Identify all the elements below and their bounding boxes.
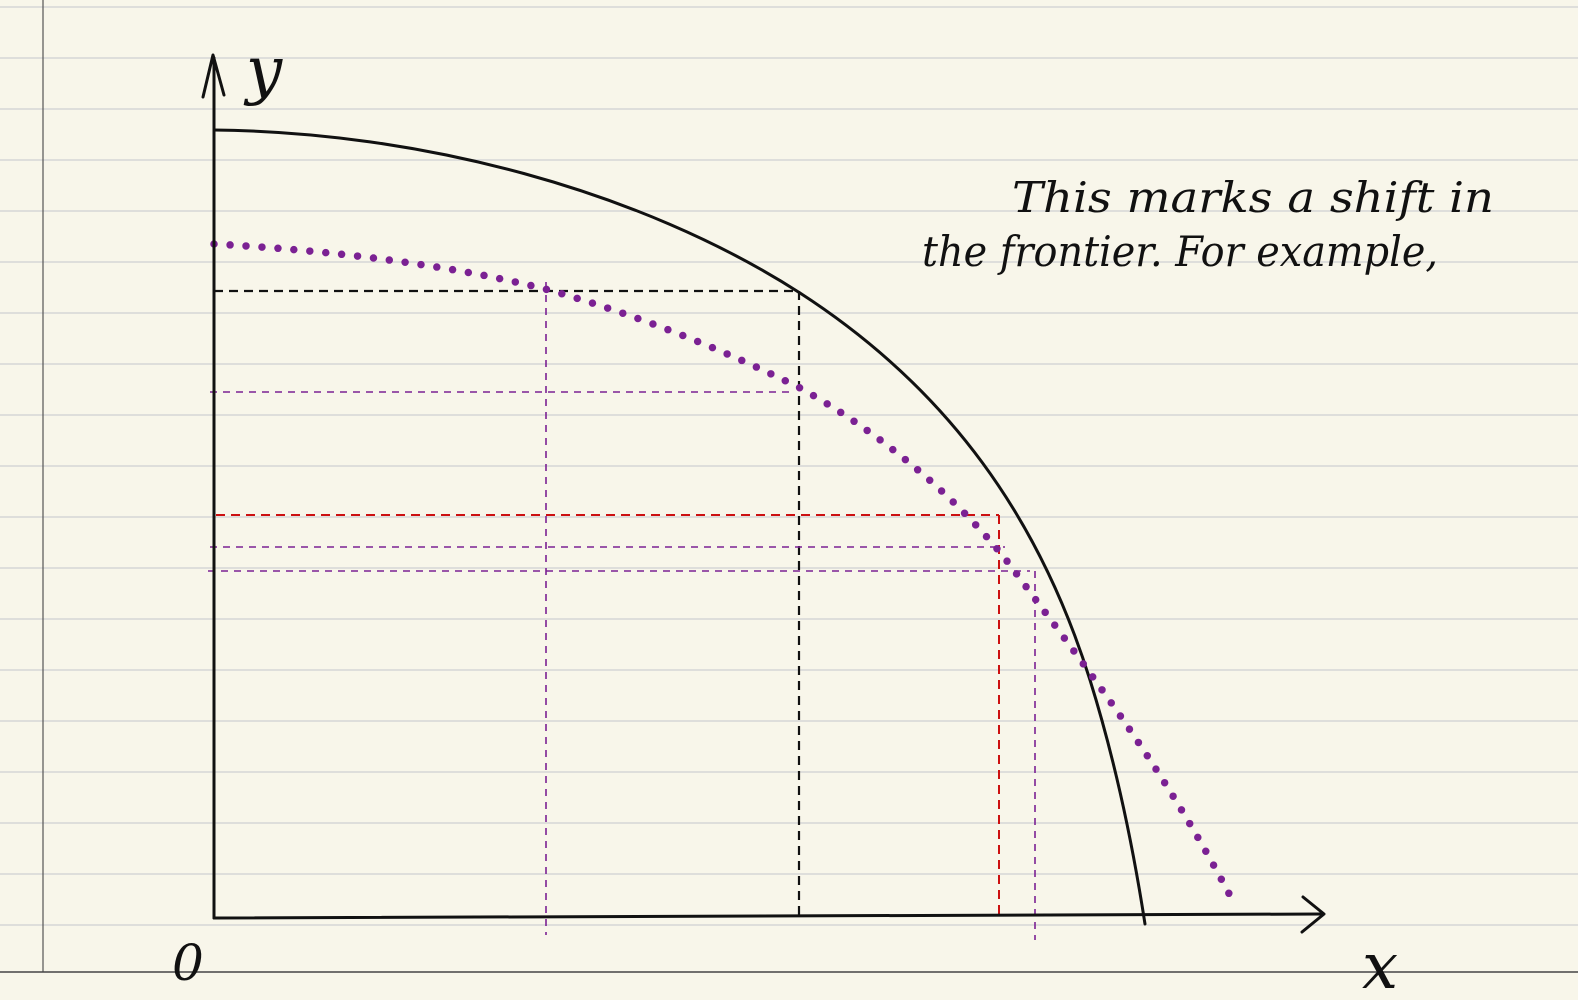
x-axis-label: x xyxy=(1362,930,1398,1000)
red-guide-lines xyxy=(216,514,1000,918)
y-axis-arrowhead xyxy=(201,53,226,99)
notebook-rule-lines xyxy=(0,6,1578,926)
axes xyxy=(201,53,1326,934)
annotation-line-2: the frontier. For example, xyxy=(922,227,1438,276)
original-frontier-curve xyxy=(212,128,1147,926)
x-axis-arrowhead xyxy=(1300,895,1326,934)
purple-guide-lines xyxy=(208,282,1036,940)
annotation-line-1: This marks a shift in xyxy=(1012,173,1494,222)
y-axis-label: y xyxy=(243,34,283,108)
shifted-frontier-curve xyxy=(210,240,1240,911)
origin-label: 0 xyxy=(172,934,204,992)
x-axis xyxy=(212,912,1324,920)
black-guide-lines xyxy=(214,289,801,918)
